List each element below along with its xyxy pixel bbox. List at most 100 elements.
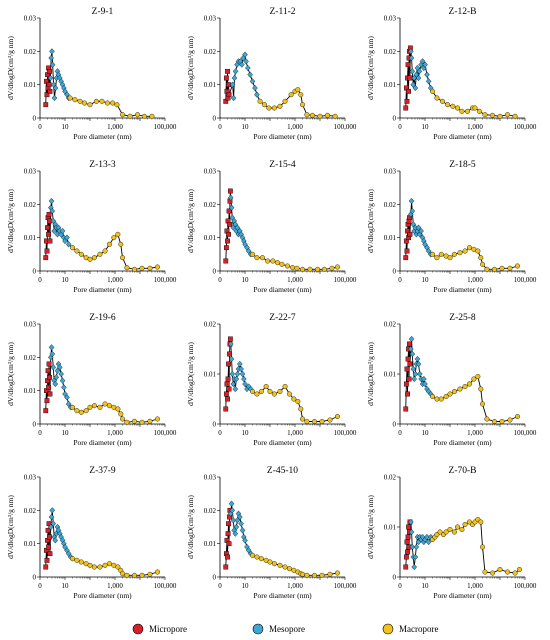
mesopore-point	[238, 365, 244, 373]
macropore-legend-marker	[382, 623, 394, 635]
macropore-point	[327, 571, 333, 577]
macropore-point	[83, 408, 89, 414]
macropore-point	[447, 255, 453, 261]
mesopore-point	[233, 523, 240, 531]
macropore-point	[497, 113, 503, 119]
micropore-point	[223, 75, 229, 81]
mesopore-point	[408, 528, 415, 536]
mesopore-point	[49, 48, 55, 55]
macropore-point	[81, 100, 87, 106]
y-tick-label: 0.02	[24, 48, 37, 56]
macropore-point	[434, 396, 440, 402]
mesopore-point	[409, 350, 416, 358]
macropore-point	[97, 404, 103, 410]
macropore-point	[507, 265, 513, 271]
macropore-point	[334, 264, 340, 270]
x-tick-label: 100,000	[154, 582, 177, 590]
macropore-point	[115, 231, 121, 237]
micropore-point	[47, 88, 53, 94]
y-axis-label: dV/dlogD(cm³/g nm)	[186, 495, 195, 559]
macropore-point	[275, 260, 281, 266]
panel-z-19-6: Z-19-6 0 0.01 0.02 0.03 0 10 1,000 100,000 Pore d…	[6, 313, 177, 447]
mesopore-point	[52, 380, 59, 388]
macropore-point	[77, 98, 83, 104]
micropore-point	[47, 238, 53, 244]
macropore-point	[120, 255, 126, 261]
y-axis-label: dV/dlogD(cm³/g nm)	[366, 189, 375, 253]
micropore-point	[405, 391, 410, 397]
micropore-point	[225, 396, 230, 402]
macropore-point	[332, 113, 338, 119]
macropore-point	[271, 391, 277, 397]
mesopore-point	[408, 518, 414, 526]
macropore-point	[87, 256, 93, 262]
mesopore-point	[65, 241, 72, 248]
mesopore-point	[254, 91, 260, 98]
macropore-point	[147, 418, 153, 424]
micropore-point	[225, 68, 230, 74]
macropore-point	[291, 396, 297, 402]
y-axis-label: dV/dlogD(cm³/g nm)	[6, 342, 15, 406]
x-tick-label: 0	[398, 582, 402, 590]
macropore-point	[74, 557, 80, 563]
micropore-point	[404, 366, 410, 372]
mesopore-point	[411, 375, 417, 383]
y-axis-label: dV/dlogD(cm³/g nm)	[6, 495, 15, 559]
mesopore-point	[59, 377, 66, 384]
macropore-point	[459, 108, 465, 114]
macropore-point	[307, 266, 313, 272]
mesopore-point	[409, 68, 416, 75]
micropore-point	[404, 539, 410, 545]
micropore-point	[405, 62, 411, 68]
x-tick-label: 0	[398, 276, 402, 284]
macropore-point	[451, 389, 457, 395]
macropore-point	[120, 571, 126, 577]
micropore-legend-label: Micropore	[149, 624, 187, 634]
micropore-point	[44, 248, 50, 254]
mesopore-point	[239, 527, 246, 534]
macropore-point	[447, 391, 453, 397]
micropore-point	[403, 105, 409, 111]
mesopore-point	[239, 61, 245, 68]
micropore-point	[47, 68, 52, 74]
y-axis-label: dV/dlogD(cm³/g nm)	[186, 36, 195, 100]
mesopore-point	[415, 360, 422, 368]
x-axis-label: Pore diameter (nm)	[73, 591, 132, 600]
panel-title: Z-22-7	[269, 313, 296, 323]
y-tick-label: 0.02	[24, 201, 37, 209]
macropore-point	[87, 102, 93, 108]
micropore-point	[46, 544, 51, 550]
mesopore-point	[422, 61, 428, 68]
y-tick-label: 0.01	[384, 524, 397, 532]
macropore-point	[480, 261, 486, 267]
mesopore-point	[49, 507, 56, 514]
macropore-point	[455, 105, 461, 111]
mesopore-point	[245, 64, 251, 72]
micropore-point	[223, 564, 229, 570]
macropore-point	[321, 266, 327, 272]
macropore-point	[451, 251, 457, 257]
macropore-point	[300, 102, 306, 108]
macropore-point	[430, 251, 436, 257]
micropore-point	[226, 231, 231, 237]
mesopore-point	[409, 207, 416, 215]
macropore-point	[482, 112, 488, 118]
x-tick-label: 1,000	[287, 276, 303, 284]
x-tick-label: 0	[218, 582, 222, 590]
macropore-point	[127, 113, 133, 119]
y-tick-label: 0.03	[204, 474, 217, 482]
x-tick-label: 100,000	[334, 123, 357, 131]
mesopore-point	[249, 78, 256, 85]
mesopore-point	[230, 94, 237, 102]
macropore-point	[478, 519, 484, 525]
macropore-point	[115, 564, 121, 570]
macropore-point	[311, 572, 317, 578]
y-tick-label: 0.02	[204, 507, 217, 515]
macropore-point	[484, 266, 490, 272]
mesopore-point	[412, 84, 419, 92]
macropore-point	[118, 411, 124, 417]
panel-title: Z-15-4	[269, 160, 296, 170]
macropore-point	[334, 414, 340, 420]
micropore-point	[227, 188, 233, 194]
macropore-point	[104, 100, 110, 106]
